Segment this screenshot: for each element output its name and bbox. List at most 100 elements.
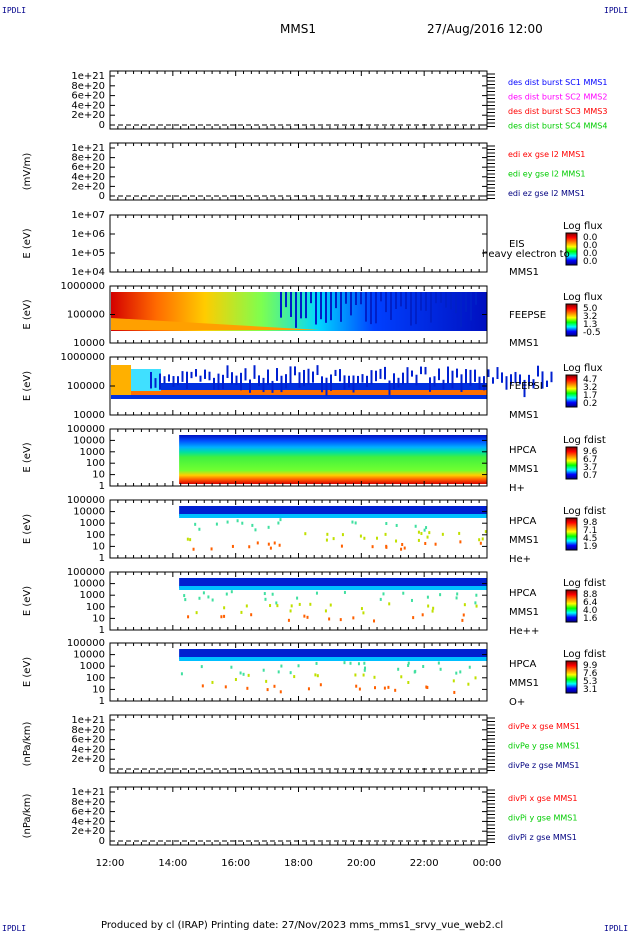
hpca-dot — [376, 536, 379, 540]
hpca-dot — [459, 670, 462, 674]
hpca-dot — [230, 590, 233, 594]
feepsi-noise — [208, 371, 211, 381]
feepsi-noise — [469, 369, 472, 386]
y-tick-label: 100 — [86, 602, 105, 613]
hpca-dot — [481, 537, 484, 541]
hpca-dot — [417, 538, 420, 542]
y-tick-label: 4e+20 — [71, 744, 105, 755]
x-tick-label: 00:00 — [473, 858, 502, 869]
panel-label-FEEPSI: FEEPSI — [509, 381, 543, 392]
datetime-title: 27/Aug/2016 12:00 — [427, 22, 543, 36]
hpca-dot — [256, 541, 259, 545]
hpca-dot — [307, 687, 310, 691]
feepse-noise — [410, 292, 412, 326]
panel-frame — [109, 214, 488, 273]
feepsi-noise — [334, 369, 337, 376]
feepsi-noise — [352, 375, 355, 393]
hpca-dot — [424, 541, 427, 545]
hpca-dot — [223, 606, 226, 610]
hpca-dot — [339, 618, 342, 622]
feepse-noise — [335, 292, 337, 309]
hpca-dot — [456, 592, 459, 596]
feepse-noise — [300, 292, 302, 319]
colorbar-tick: 3.2 — [583, 383, 597, 393]
hpca-dot — [194, 522, 197, 526]
feepse-noise — [345, 292, 347, 304]
hpca-dot — [421, 613, 424, 617]
panel-5 — [109, 356, 578, 416]
panel-8 — [109, 571, 578, 631]
feepse-noise — [415, 292, 417, 325]
colorbar-tick: 0.0 — [583, 241, 598, 251]
colorbar-tick: 1.6 — [583, 614, 598, 624]
hpca-dot — [385, 545, 388, 549]
hpca-dot — [459, 540, 462, 544]
hpca-dot — [439, 593, 442, 597]
feepsi-noise — [240, 372, 242, 391]
colorbar-tick: 9.9 — [583, 661, 598, 671]
feepsi-noise — [501, 372, 503, 383]
panel-4 — [109, 285, 578, 344]
corner-tag-bottom-left: IPDLI — [2, 924, 27, 933]
feepsi-noise — [289, 366, 292, 384]
hpca-dot — [427, 604, 430, 608]
y-tick-label: 100000 — [67, 424, 105, 435]
hpca-dot — [351, 520, 354, 524]
hpca-dot — [224, 685, 227, 689]
y-tick-label: 1000000 — [60, 352, 105, 363]
feepse-noise — [395, 292, 397, 309]
feepsi-noise — [532, 379, 535, 389]
hpca-dot — [329, 603, 332, 607]
hpca-dot — [278, 543, 281, 547]
colorbar-tick: 0.2 — [583, 399, 597, 409]
x-tick-label: 22:00 — [410, 858, 439, 869]
feepsi-noise — [204, 369, 206, 379]
x-tick-label: 20:00 — [347, 858, 376, 869]
hpca-dot — [434, 542, 437, 546]
hpca-dot — [250, 613, 253, 617]
panel-3 — [109, 214, 578, 273]
feepsi-noise — [199, 375, 202, 382]
hpca-dot — [296, 596, 299, 600]
colorbar-tick: 5.0 — [583, 304, 598, 314]
colorbar-tick: 6.4 — [583, 598, 598, 608]
y-tick-label: 8e+20 — [71, 81, 105, 92]
panel-label-O: O+ — [509, 697, 525, 708]
hpca-dot — [407, 680, 410, 684]
y-tick-label: 10 — [92, 470, 105, 481]
y-axis-label: E (eV) — [22, 657, 33, 687]
y-tick-label: 8e+20 — [71, 153, 105, 164]
hpca-dot — [358, 687, 361, 691]
hpca-dot — [183, 594, 186, 598]
hpca-dot — [241, 521, 244, 525]
y-tick-label: 1e+21 — [71, 787, 105, 798]
y-tick-label: 0 — [99, 191, 105, 202]
hpca-dot — [395, 539, 398, 543]
feepsi-noise — [546, 380, 548, 387]
y-tick-label: 1e+21 — [71, 143, 105, 154]
hpca-dot — [426, 535, 429, 539]
y-tick-label: 10 — [92, 541, 105, 552]
hpca-dot — [298, 602, 301, 606]
panel-label-MMS1: MMS1 — [509, 535, 539, 546]
feepsi-noise — [343, 375, 346, 390]
y-tick-label: 1000 — [80, 447, 105, 458]
panel-1 — [109, 70, 495, 130]
hpca-dot — [273, 684, 276, 688]
feepsi-noise — [465, 369, 467, 384]
x-tick-label: 14:00 — [158, 858, 187, 869]
hpca-dot — [265, 679, 268, 683]
hpca-dot — [236, 519, 239, 523]
colorbar — [565, 446, 578, 480]
hpca-dot — [267, 525, 270, 529]
hpca-dot — [303, 614, 306, 618]
colorbar — [565, 517, 578, 551]
feepsi-noise — [361, 374, 364, 383]
panel-frame — [109, 786, 488, 846]
feepsi-noise — [514, 371, 517, 384]
feepsi-noise — [550, 371, 553, 383]
hpca-dot — [425, 526, 428, 530]
colorbar-title: Log fdist — [563, 578, 606, 589]
hpca-dot — [195, 611, 198, 615]
feepsi-noise — [370, 370, 373, 385]
